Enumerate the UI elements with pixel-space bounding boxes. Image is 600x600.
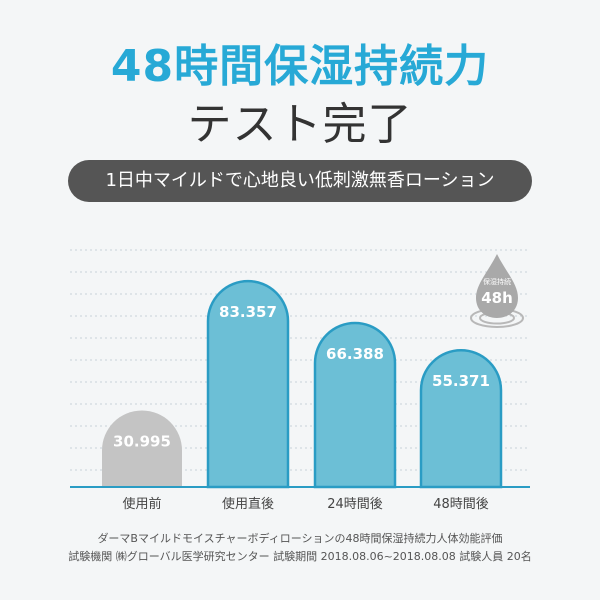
bar-value-label: 55.371 — [432, 372, 490, 390]
droplet-48h-badge: 保湿持続 48h — [470, 254, 524, 328]
category-label: 48時間後 — [433, 497, 489, 512]
footnote-line-1: ダーマBマイルドモイスチャーボディローションの48時間保湿持続力人体効能評価 — [97, 532, 503, 545]
bar-3 — [313, 321, 397, 489]
category-label: 使用直後 — [222, 496, 274, 512]
bar-4 — [419, 348, 503, 489]
category-label: 24時間後 — [327, 497, 383, 512]
tagline-banner: 1日中マイルドで心地良い低刺激無香ローション — [68, 160, 532, 202]
page-subtitle: テスト完了 — [187, 99, 413, 150]
bar-chart: 30.995 使用前 83.357 使用直後 66.388 24時間後 55.371 48時間… — [70, 249, 530, 512]
tagline-text: 1日中マイルドで心地良い低刺激無香ローション — [105, 170, 495, 191]
bar-value-label: 83.357 — [219, 303, 277, 321]
category-label: 使用前 — [122, 496, 161, 512]
bar-value-label: 30.995 — [113, 432, 171, 450]
badge-top-label: 保湿持続 — [483, 277, 511, 286]
footnote-line-2: 試験機関 ㈱グローバル医学研究センター 試験期間 2018.08.06~2018… — [68, 550, 532, 563]
bar-value-label: 66.388 — [326, 345, 384, 363]
droplet-icon — [476, 254, 518, 318]
badge-main-label: 48h — [481, 289, 513, 307]
bar-2 — [206, 279, 290, 489]
page-title: 48時間保湿持続力 — [110, 41, 490, 92]
bar-1 — [102, 410, 182, 487]
